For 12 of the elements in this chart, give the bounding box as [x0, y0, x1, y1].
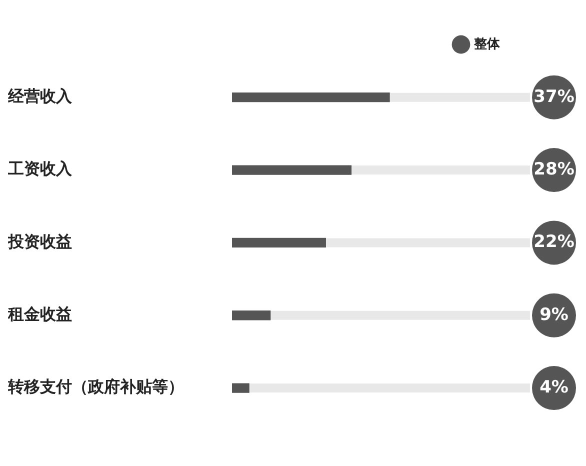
y-tick-label: 转移支付（政府补贴等）	[7, 377, 184, 396]
data-label: 28%	[534, 159, 574, 180]
legend-label: 整体	[473, 36, 501, 52]
bar	[232, 310, 271, 320]
data-label: 9%	[540, 304, 568, 325]
bar	[232, 383, 250, 393]
y-tick-label: 经营收入	[7, 86, 73, 106]
data-label: 37%	[534, 86, 574, 107]
y-tick-label: 租金收益	[7, 304, 72, 324]
data-label: 22%	[534, 232, 574, 252]
data-label: 4%	[540, 377, 568, 398]
y-tick-label: 工资收入	[7, 159, 73, 178]
